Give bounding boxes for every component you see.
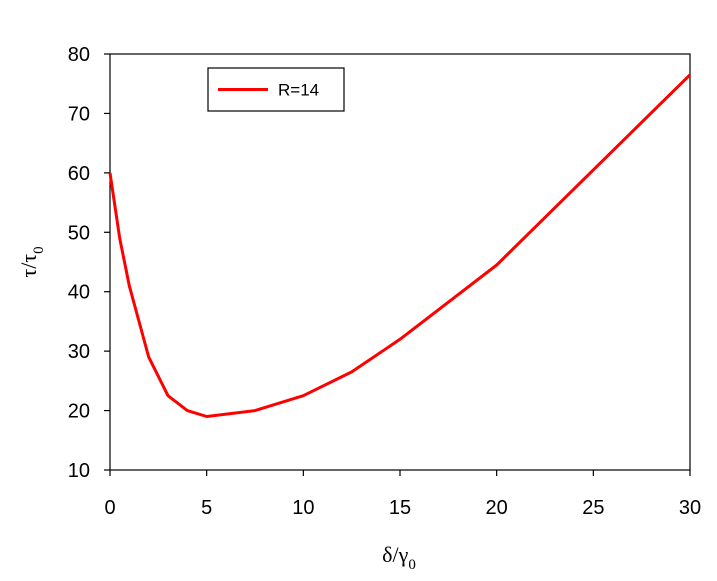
x-tick-label: 15 [389,497,411,519]
legend: R=14 [207,67,345,112]
x-tick-label: 10 [292,497,314,519]
x-axis-ticks: 0 5 10 15 20 25 30 [104,470,701,519]
x-tick-label: 25 [582,497,604,519]
y-tick-label: 60 [68,163,90,185]
y-tick-label: 50 [68,222,90,244]
x-tick-label: 20 [486,497,508,519]
x-tick-label: 5 [201,497,212,519]
legend-label-r14: R=14 [278,81,319,100]
y-axis-ticks: 10 20 30 40 50 60 70 80 [68,44,110,482]
x-axis-label-sub: 0 [408,557,416,573]
x-tick-label: 0 [104,497,115,519]
x-axis-label: δ/γ0 [382,542,416,573]
y-axis-label: τ/τ0 [16,246,47,277]
plot-area [109,53,691,471]
plot-frame [109,53,691,471]
series-line-r14 [108,73,692,418]
y-tick-label: 40 [68,282,90,304]
y-tick-label: 30 [68,341,90,363]
y-tick-label: 80 [68,44,90,66]
x-tick-label: 30 [679,497,701,519]
y-axis-label-sub: 0 [31,246,47,254]
x-axis-label-main: δ/γ [382,542,408,567]
y-tick-label: 20 [68,401,90,423]
series-layer [108,73,692,418]
y-tick-label: 10 [68,460,90,482]
y-tick-label: 70 [68,103,90,125]
y-axis-label-main: τ/τ [16,254,41,278]
